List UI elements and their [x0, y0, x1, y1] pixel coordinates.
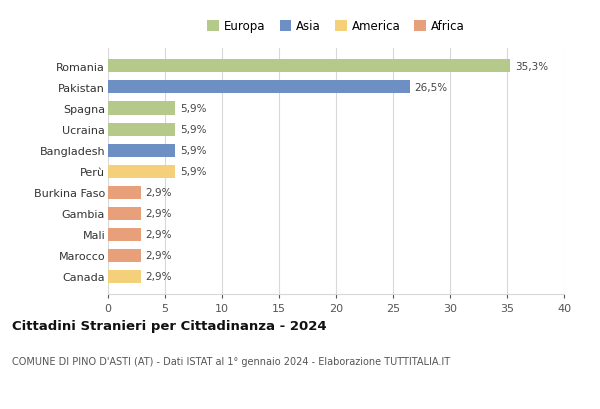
Bar	[108, 123, 175, 136]
Text: 2,9%: 2,9%	[146, 251, 172, 261]
Text: COMUNE DI PINO D'ASTI (AT) - Dati ISTAT al 1° gennaio 2024 - Elaborazione TUTTIT: COMUNE DI PINO D'ASTI (AT) - Dati ISTAT …	[12, 356, 450, 366]
Text: 2,9%: 2,9%	[146, 230, 172, 240]
Text: 5,9%: 5,9%	[180, 125, 206, 135]
Bar	[108, 81, 410, 94]
Legend: Europa, Asia, America, Africa: Europa, Asia, America, Africa	[203, 16, 469, 38]
Text: 5,9%: 5,9%	[180, 104, 206, 114]
Bar	[108, 60, 511, 73]
Bar	[108, 165, 175, 178]
Bar	[108, 249, 141, 262]
Bar	[108, 102, 175, 115]
Bar	[108, 207, 141, 220]
Text: 35,3%: 35,3%	[515, 62, 548, 72]
Text: 5,9%: 5,9%	[180, 167, 206, 177]
Bar	[108, 228, 141, 241]
Text: 2,9%: 2,9%	[146, 272, 172, 282]
Text: 5,9%: 5,9%	[180, 146, 206, 156]
Text: 2,9%: 2,9%	[146, 188, 172, 198]
Text: Cittadini Stranieri per Cittadinanza - 2024: Cittadini Stranieri per Cittadinanza - 2…	[12, 319, 326, 332]
Bar	[108, 270, 141, 283]
Text: 26,5%: 26,5%	[415, 83, 448, 93]
Bar	[108, 144, 175, 157]
Text: 2,9%: 2,9%	[146, 209, 172, 219]
Bar	[108, 186, 141, 199]
